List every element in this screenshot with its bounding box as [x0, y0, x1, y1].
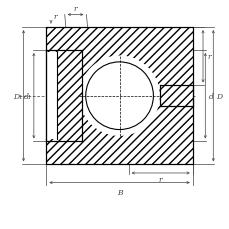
Text: d: d — [208, 92, 213, 100]
Bar — [46, 51, 82, 142]
Text: d₁: d₁ — [24, 92, 32, 100]
Text: r: r — [158, 176, 162, 184]
Text: r: r — [207, 53, 210, 61]
Bar — [159, 86, 192, 106]
Text: D₁: D₁ — [13, 92, 22, 100]
Text: r: r — [53, 13, 57, 21]
Circle shape — [80, 57, 158, 136]
Text: r: r — [74, 5, 77, 13]
Text: D: D — [215, 92, 221, 100]
Bar — [46, 53, 57, 139]
Circle shape — [85, 63, 153, 130]
Text: B: B — [116, 188, 122, 196]
Bar — [46, 28, 192, 165]
Bar — [45, 53, 57, 139]
